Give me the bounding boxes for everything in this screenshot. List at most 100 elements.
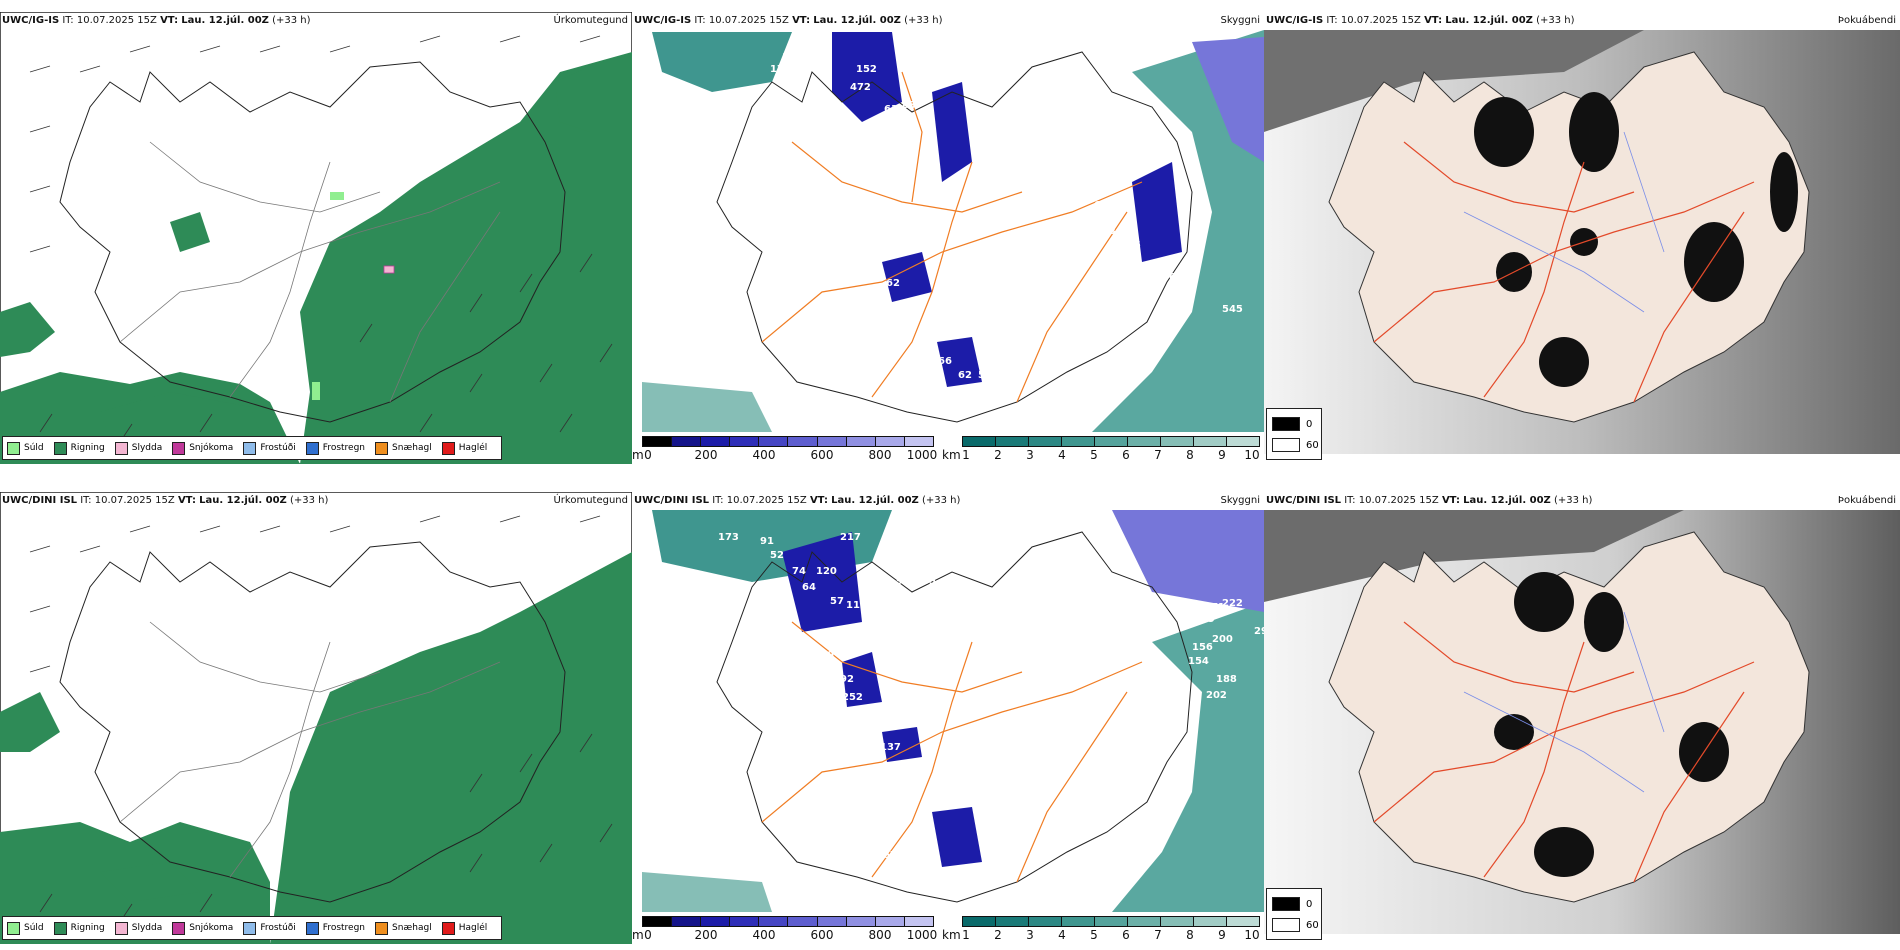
panel-title: Skyggni <box>1220 495 1260 506</box>
panel-header: UWC/DINI ISL IT: 10.07.2025 15Z VT: Lau.… <box>632 492 1264 510</box>
legend-swatch <box>1272 918 1300 932</box>
legend-label: 0 <box>1306 898 1313 910</box>
ceiling-value-label: 156 <box>1192 642 1213 653</box>
rivers <box>1463 131 1665 313</box>
tick: 5 <box>1090 448 1098 462</box>
ceiling-value-label: 121 <box>898 844 919 855</box>
colorbar-segment <box>1095 437 1128 446</box>
model-name: UWC/IG-IS <box>1266 15 1324 26</box>
legend-swatch <box>441 921 455 935</box>
visibility-colorbar-scale <box>962 916 1260 927</box>
road-network <box>761 71 1143 403</box>
it-value: 10.07.2025 15Z <box>1358 495 1439 506</box>
colorbar-segment <box>1227 437 1259 446</box>
cloud-map <box>1264 510 1900 934</box>
tick: 6 <box>1122 448 1130 462</box>
ceiling-value-label: 83 <box>902 100 916 111</box>
panel-header: UWC/IG-IS IT: 10.07.2025 15Z VT: Lau. 12… <box>632 12 1264 30</box>
cloud-legend: 0 60 <box>1266 888 1322 940</box>
legend-item: Súld <box>7 921 44 935</box>
panel-title: Úrkomutegund <box>553 15 628 26</box>
ceiling-value-label: 85 <box>922 576 936 587</box>
visibility-colorbar: km 1 2 3 4 5 6 7 8 9 10 <box>942 916 1264 944</box>
ceiling-value-label: 116 <box>790 358 811 369</box>
legend-swatch <box>243 921 257 935</box>
colorbar-segment <box>759 437 789 446</box>
cloud-panel-top: UWC/IG-IS IT: 10.07.2025 15Z VT: Lau. 12… <box>1264 12 1900 464</box>
ceiling-value-label: 664 <box>1162 272 1183 283</box>
tick: 0 <box>644 448 652 462</box>
model-name: UWC/DINI ISL <box>2 495 78 506</box>
legend-item: Frostregn <box>305 441 366 455</box>
colorbar-segment <box>643 437 673 446</box>
vt-label: VT: <box>160 15 179 26</box>
wind-barbs <box>29 35 613 443</box>
legend-item: Snjókoma <box>172 441 233 455</box>
colorbar-segment <box>963 917 996 926</box>
low-visibility-sea <box>642 30 1264 432</box>
ceiling-value-label: 94 <box>828 240 842 251</box>
colorbar-segment <box>1029 437 1062 446</box>
precip-type-legend: Súld Rigning Slydda Snjókoma Frostúði Frostre… <box>2 436 503 460</box>
lead-time: (+33 h) <box>1536 15 1575 26</box>
iceland-outline <box>59 541 566 903</box>
tick: 200 <box>694 448 718 462</box>
legend-swatch <box>375 441 389 455</box>
cloud-panel-bottom: UWC/DINI ISL IT: 10.07.2025 15Z VT: Lau.… <box>1264 492 1900 944</box>
colorbar-segment <box>730 437 760 446</box>
legend-label: Slydda <box>131 923 163 933</box>
visibility-colorbar: km 1 2 3 4 5 6 7 8 9 10 <box>942 436 1264 464</box>
colorbar-segment <box>1227 917 1259 926</box>
tick: 800 <box>868 928 892 942</box>
low-ceiling-cells <box>782 532 982 867</box>
panel-header: UWC/DINI ISL IT: 10.07.2025 15Z VT: Lau.… <box>0 492 632 510</box>
vt-label: VT: <box>177 495 196 506</box>
ceiling-value-label: 160 <box>782 52 803 63</box>
wind-barbs <box>29 515 613 923</box>
ceiling-value-label: 112 <box>846 600 867 611</box>
colorbar-segment <box>1062 917 1095 926</box>
fog-cells <box>1474 92 1798 387</box>
road-network <box>119 141 501 403</box>
colorbar-segment <box>672 917 702 926</box>
legend-label: Frostregn <box>322 443 366 453</box>
colorbar-segment <box>1194 437 1227 446</box>
iceland-outline <box>716 531 1193 903</box>
ceiling-value-label: 106 <box>908 860 929 871</box>
ceiling-value-label: 92 <box>840 674 854 685</box>
ceiling-value-label: 52 <box>770 550 784 561</box>
ceiling-value-label: 123 <box>778 168 799 179</box>
colorbar-segment <box>904 437 933 446</box>
legend-label: Snæhagl <box>392 923 432 933</box>
ceiling-value-label: 176 <box>792 60 813 71</box>
ceiling-value-label: 73 <box>942 396 956 407</box>
tick: 2 <box>994 928 1002 942</box>
legend-label: Súld <box>24 923 44 933</box>
legend-item: Frostregn <box>305 921 365 935</box>
tick: 10 <box>1244 448 1260 462</box>
cloud-legend-row: 60 <box>1272 438 1319 452</box>
legend-label: Rigning <box>70 443 105 453</box>
rain-area <box>0 552 632 944</box>
ceiling-value-label: 120 <box>816 566 837 577</box>
ceiling-value-label: 188 <box>1216 674 1237 685</box>
it-value: 10.07.2025 15Z <box>94 495 175 506</box>
ceiling-colorbar-scale <box>642 916 934 927</box>
ceiling-value-label: 137 <box>880 742 901 753</box>
tick: 5 <box>1090 928 1098 942</box>
panel-header: UWC/IG-IS IT: 10.07.2025 15Z VT: Lau. 12… <box>1264 12 1900 30</box>
ceiling-value-label: 28 <box>1004 316 1018 327</box>
colorbar-segment <box>963 437 996 446</box>
vt-label: VT: <box>792 15 811 26</box>
legend-item: Haglél <box>441 921 487 935</box>
lead-time: (+33 h) <box>921 495 961 506</box>
visibility-unit: km <box>942 928 961 942</box>
ceiling-value-label: 217 <box>840 532 861 543</box>
ceiling-value-label: 472 <box>850 82 871 93</box>
tick: 400 <box>752 448 776 462</box>
legend-label: Snæhagl <box>392 443 432 453</box>
colorbar-segment <box>1194 917 1227 926</box>
tick: 4 <box>1058 448 1066 462</box>
legend-swatch <box>114 441 128 455</box>
colorbar-segment <box>1062 437 1095 446</box>
